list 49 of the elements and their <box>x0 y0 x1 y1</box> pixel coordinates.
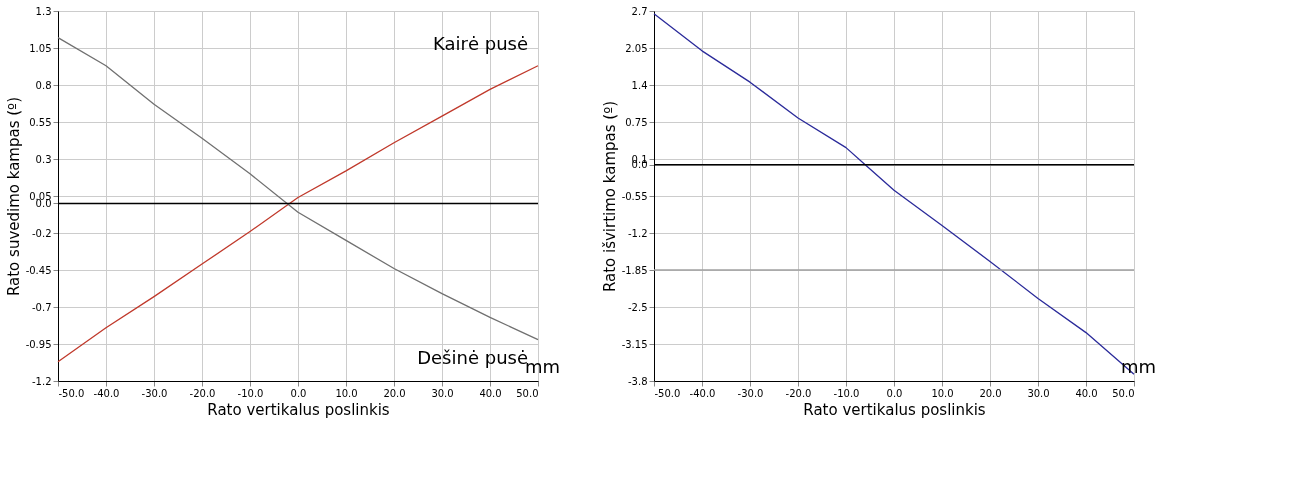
y-axis-title: Rato suvedimo kampas (º) <box>4 96 23 297</box>
x-tick-label: -50.0 <box>654 387 681 399</box>
x-tick-label: 0.0 <box>886 387 903 399</box>
y-tick-label: 0.3 <box>35 153 52 165</box>
y-tick-label: -0.95 <box>25 338 52 350</box>
y-tick-label: -0.45 <box>25 264 52 276</box>
series-label: Kairė pusė <box>432 32 528 54</box>
y-tick-label: -3.8 <box>627 375 648 387</box>
x-tick-label: 40.0 <box>479 387 502 399</box>
y-tick-label: 2.05 <box>625 42 648 54</box>
x-tick-label: 20.0 <box>979 387 1002 399</box>
x-tick-label: 10.0 <box>335 387 358 399</box>
y-tick-label: 0.55 <box>29 116 52 128</box>
y-tick-label: 1.05 <box>29 42 52 54</box>
x-tick-label: 50.0 <box>516 387 539 399</box>
x-axis-title: Rato vertikalus poslinkis <box>207 400 390 419</box>
x-tick-label: -40.0 <box>93 387 120 399</box>
x-tick-label: -50.0 <box>58 387 85 399</box>
y-tick-label: -3.15 <box>621 338 648 350</box>
y-tick-label: -1.2 <box>31 375 52 387</box>
y-tick-label: -0.7 <box>31 301 52 313</box>
x-tick-label: -10.0 <box>237 387 264 399</box>
y-tick-label: 1.4 <box>631 79 648 91</box>
y-tick-label: 0.75 <box>625 116 648 128</box>
x-tick-label: 0.0 <box>290 387 307 399</box>
y-tick-label: -1.85 <box>621 264 648 276</box>
x-tick-label: 30.0 <box>431 387 454 399</box>
x-tick-label: -20.0 <box>785 387 812 399</box>
x-tick-label: -30.0 <box>141 387 168 399</box>
x-tick-label: 50.0 <box>1112 387 1135 399</box>
y-tick-label: 2.7 <box>631 5 648 17</box>
x-tick-label: 20.0 <box>383 387 406 399</box>
x-tick-label: 10.0 <box>931 387 954 399</box>
annotation: mm <box>1120 356 1156 377</box>
y-tick-label: -0.2 <box>31 227 52 239</box>
x-tick-label: -10.0 <box>833 387 860 399</box>
y-tick-label: 1.3 <box>35 5 52 17</box>
x-tick-label: -20.0 <box>189 387 216 399</box>
x-tick-label: 30.0 <box>1027 387 1050 399</box>
y-tick-label: 0.8 <box>35 79 52 91</box>
x-tick-label: -40.0 <box>689 387 716 399</box>
x-tick-label: -30.0 <box>737 387 764 399</box>
line-series <box>57 36 539 341</box>
y-axis-title: Rato išvirtimo kampas (º) <box>600 100 619 293</box>
y-tick-label: -0.55 <box>621 190 648 202</box>
y-tick-label: -2.5 <box>627 301 648 313</box>
y-tick-label: -1.2 <box>627 227 648 239</box>
x-tick-label: 40.0 <box>1075 387 1098 399</box>
x-axis-title: Rato vertikalus poslinkis <box>803 400 986 419</box>
